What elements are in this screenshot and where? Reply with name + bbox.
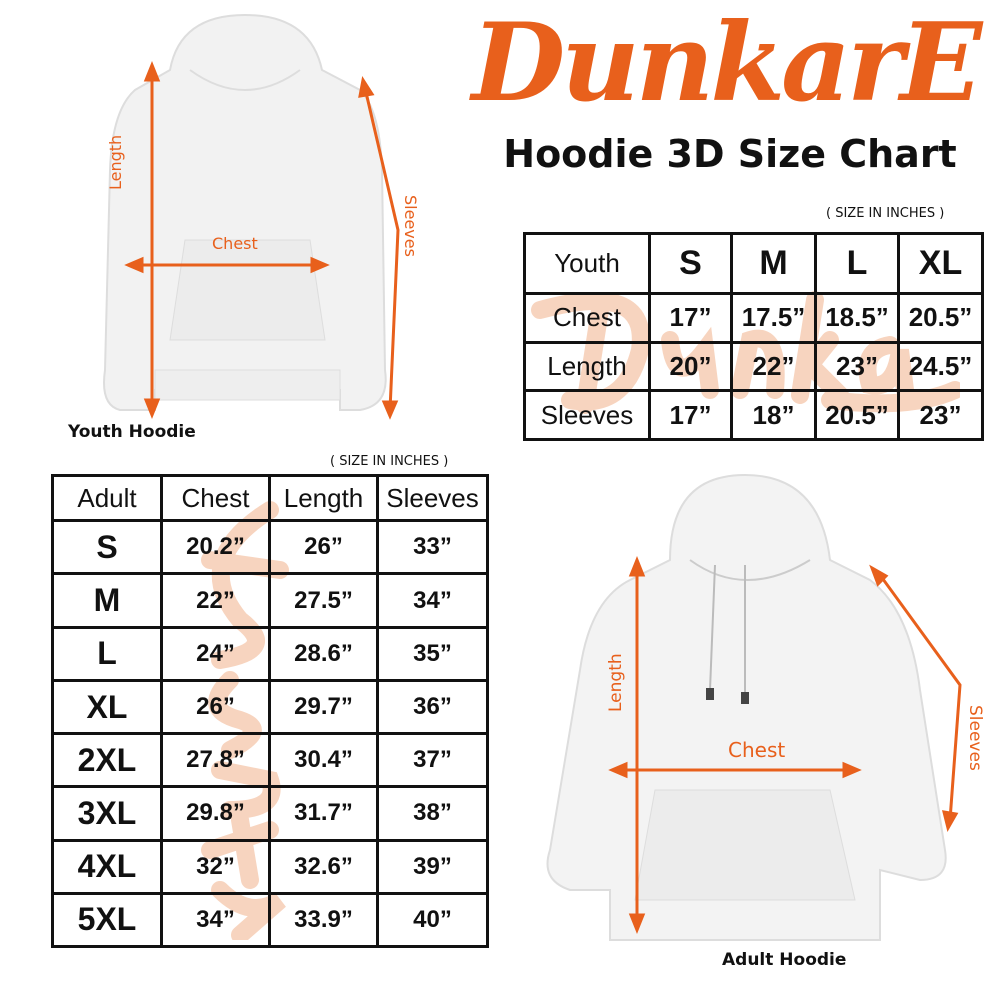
header-cell: S <box>648 231 733 296</box>
value-cell: 34” <box>160 891 271 949</box>
value-cell: 39” <box>376 838 489 895</box>
row-label-cell: 3XL <box>51 785 163 842</box>
row-label-cell: Sleeves <box>523 389 651 441</box>
value-cell: 18” <box>730 389 817 441</box>
value-cell: 34” <box>376 572 489 629</box>
table-header-row: Adult Chest Length Sleeves <box>51 473 489 523</box>
header-cell: XL <box>897 231 984 296</box>
value-cell: 31.7” <box>268 785 379 842</box>
value-cell: 29.7” <box>268 678 379 736</box>
page-title: Hoodie 3D Size Chart <box>503 132 957 176</box>
table-row: 3XL 29.8” 31.7” 38” <box>51 785 489 842</box>
value-cell: 23” <box>814 340 900 393</box>
youth-sleeves-label: Sleeves <box>401 195 420 257</box>
adult-length-label: Length <box>606 653 626 712</box>
value-cell: 24” <box>160 625 271 682</box>
header-cell: M <box>730 231 817 296</box>
row-label-cell: M <box>51 572 163 629</box>
table-row: M 22” 27.5” 34” <box>51 572 489 629</box>
youth-chest-label: Chest <box>212 234 258 253</box>
youth-length-label: Length <box>106 134 125 190</box>
table-row: 4XL 32” 32.6” 39” <box>51 838 489 895</box>
header-cell: Length <box>268 473 379 523</box>
row-label-cell: L <box>51 625 163 682</box>
table-row: 5XL 34” 33.9” 40” <box>51 891 489 949</box>
value-cell: 26” <box>268 519 379 576</box>
row-label-cell: 5XL <box>51 891 163 949</box>
adult-units-note: ( SIZE IN INCHES ) <box>330 454 449 469</box>
value-cell: 27.8” <box>160 732 271 789</box>
adult-sleeves-label: Sleeves <box>965 705 985 771</box>
adult-chest-label: Chest <box>728 738 786 762</box>
value-cell: 20.5” <box>814 389 900 441</box>
row-label-cell: 2XL <box>51 732 163 789</box>
header-cell: Sleeves <box>376 473 489 523</box>
value-cell: 17.5” <box>730 292 817 344</box>
value-cell: 17” <box>648 292 733 344</box>
value-cell: 37” <box>376 732 489 789</box>
table-row: S 20.2” 26” 33” <box>51 519 489 576</box>
value-cell: 32” <box>160 838 271 895</box>
table-row: XL 26” 29.7” 36” <box>51 678 489 736</box>
value-cell: 20.2” <box>160 519 271 576</box>
header-cell: Youth <box>523 231 651 296</box>
value-cell: 22” <box>160 572 271 629</box>
value-cell: 33” <box>376 519 489 576</box>
header-cell: Adult <box>51 473 163 523</box>
youth-size-table: Youth S M L XL Chest 17” 17.5” 18.5” 20.5” Length 2… <box>523 231 984 441</box>
adult-hoodie-image <box>546 473 962 941</box>
value-cell: 26” <box>160 678 271 736</box>
value-cell: 28.6” <box>268 625 379 682</box>
row-label-cell: XL <box>51 678 163 736</box>
adult-hoodie-caption: Adult Hoodie <box>722 950 847 970</box>
table-row: L 24” 28.6” 35” <box>51 625 489 682</box>
row-label-cell: Length <box>523 340 651 393</box>
table-row: Sleeves 17” 18” 20.5” 23” <box>523 389 984 441</box>
youth-hoodie-image <box>103 13 400 420</box>
header-cell: Chest <box>160 473 271 523</box>
value-cell: 32.6” <box>268 838 379 895</box>
value-cell: 29.8” <box>160 785 271 842</box>
value-cell: 27.5” <box>268 572 379 629</box>
row-label-cell: 4XL <box>51 838 163 895</box>
value-cell: 40” <box>376 891 489 949</box>
table-row: 2XL 27.8” 30.4” 37” <box>51 732 489 789</box>
adult-size-table: Adult Chest Length Sleeves S 20.2” 26” 33” M 22” 2… <box>51 473 489 949</box>
header-cell: L <box>814 231 900 296</box>
value-cell: 24.5” <box>897 340 984 393</box>
youth-hoodie-caption: Youth Hoodie <box>68 422 196 442</box>
value-cell: 36” <box>376 678 489 736</box>
value-cell: 18.5” <box>814 292 900 344</box>
table-row: Length 20” 22” 23” 24.5” <box>523 340 984 393</box>
value-cell: 23” <box>897 389 984 441</box>
value-cell: 33.9” <box>268 891 379 949</box>
value-cell: 17” <box>648 389 733 441</box>
value-cell: 20.5” <box>897 292 984 344</box>
value-cell: 35” <box>376 625 489 682</box>
value-cell: 30.4” <box>268 732 379 789</box>
youth-units-note: ( SIZE IN INCHES ) <box>826 206 945 221</box>
row-label-cell: Chest <box>523 292 651 344</box>
value-cell: 22” <box>730 340 817 393</box>
row-label-cell: S <box>51 519 163 576</box>
brand-logo: DunkarE <box>469 0 988 125</box>
table-row: Chest 17” 17.5” 18.5” 20.5” <box>523 292 984 344</box>
value-cell: 20” <box>648 340 733 393</box>
svg-text:DunkarE: DunkarE <box>469 0 984 125</box>
table-header-row: Youth S M L XL <box>523 231 984 296</box>
value-cell: 38” <box>376 785 489 842</box>
